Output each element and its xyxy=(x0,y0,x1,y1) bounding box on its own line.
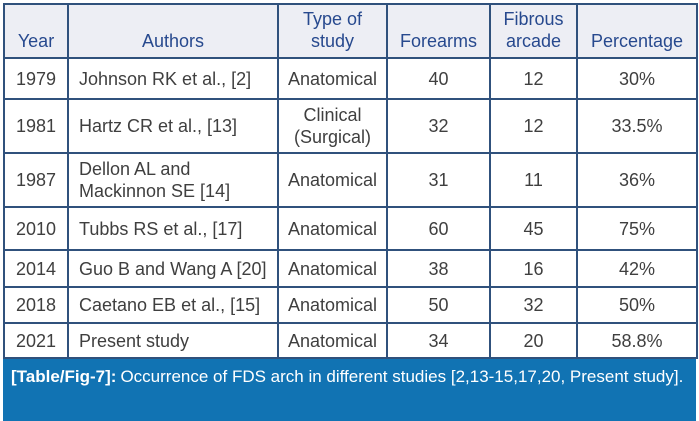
cell-type-of-study: Anatomical xyxy=(277,322,388,359)
cell-fibrous-arcade: 45 xyxy=(489,206,578,251)
table-row: 2010 Tubbs RS et al., [17] Anatomical 60… xyxy=(3,206,698,251)
table-row: 2014 Guo B and Wang A [20] Anatomical 38… xyxy=(3,249,698,288)
cell-fibrous-arcade: 11 xyxy=(489,152,578,208)
cell-type-of-study: Clinical (Surgical) xyxy=(277,98,388,154)
cell-year: 2018 xyxy=(3,286,69,324)
cell-type-of-study: Anatomical xyxy=(277,286,388,324)
cell-forearms: 34 xyxy=(386,322,491,359)
cell-forearms: 38 xyxy=(386,249,491,288)
caption-label: [Table/Fig-7]: xyxy=(11,367,117,386)
cell-fibrous-arcade: 32 xyxy=(489,286,578,324)
cell-type-of-study: Anatomical xyxy=(277,152,388,208)
cell-year: 2014 xyxy=(3,249,69,288)
cell-authors: Guo B and Wang A [20] xyxy=(67,249,279,288)
cell-fibrous-arcade: 20 xyxy=(489,322,578,359)
col-header-year: Year xyxy=(3,3,69,59)
cell-percentage: 42% xyxy=(576,249,698,288)
cell-fibrous-arcade: 16 xyxy=(489,249,578,288)
col-header-authors: Authors xyxy=(67,3,279,59)
cell-forearms: 50 xyxy=(386,286,491,324)
cell-authors: Caetano EB et al., [15] xyxy=(67,286,279,324)
col-header-type-of-study: Type of study xyxy=(277,3,388,59)
table-row: 1987 Dellon AL and Mackinnon SE [14] Ana… xyxy=(3,152,698,208)
caption-text: Occurrence of FDS arch in different stud… xyxy=(120,367,684,386)
cell-authors: Dellon AL and Mackinnon SE [14] xyxy=(67,152,279,208)
cell-fibrous-arcade: 12 xyxy=(489,98,578,154)
cell-year: 1979 xyxy=(3,57,69,100)
cell-authors: Present study xyxy=(67,322,279,359)
cell-authors: Johnson RK et al., [2] xyxy=(67,57,279,100)
cell-fibrous-arcade: 12 xyxy=(489,57,578,100)
col-header-forearms: Forearms xyxy=(386,3,491,59)
cell-percentage: 36% xyxy=(576,152,698,208)
table-row: 1979 Johnson RK et al., [2] Anatomical 4… xyxy=(3,57,698,100)
cell-authors: Tubbs RS et al., [17] xyxy=(67,206,279,251)
cell-type-of-study: Anatomical xyxy=(277,57,388,100)
cell-percentage: 50% xyxy=(576,286,698,324)
cell-year: 1981 xyxy=(3,98,69,154)
header-row: Year Authors Type of study Forearms Fibr… xyxy=(3,3,698,59)
figure-caption: [Table/Fig-7]: Occurrence of FDS arch in … xyxy=(3,359,696,421)
studies-table: Year Authors Type of study Forearms Fibr… xyxy=(3,3,698,359)
cell-percentage: 75% xyxy=(576,206,698,251)
col-header-percentage: Percentage xyxy=(576,3,698,59)
table-row: 2021 Present study Anatomical 34 20 58.8… xyxy=(3,322,698,359)
table-row: 2018 Caetano EB et al., [15] Anatomical … xyxy=(3,286,698,324)
cell-type-of-study: Anatomical xyxy=(277,206,388,251)
cell-percentage: 58.8% xyxy=(576,322,698,359)
cell-forearms: 32 xyxy=(386,98,491,154)
cell-percentage: 30% xyxy=(576,57,698,100)
cell-year: 2010 xyxy=(3,206,69,251)
table-row: 1981 Hartz CR et al., [13] Clinical (Sur… xyxy=(3,98,698,154)
col-header-fibrous-arcade: Fibrous arcade xyxy=(489,3,578,59)
cell-forearms: 40 xyxy=(386,57,491,100)
cell-year: 2021 xyxy=(3,322,69,359)
cell-forearms: 31 xyxy=(386,152,491,208)
cell-type-of-study: Anatomical xyxy=(277,249,388,288)
cell-authors: Hartz CR et al., [13] xyxy=(67,98,279,154)
cell-forearms: 60 xyxy=(386,206,491,251)
cell-percentage: 33.5% xyxy=(576,98,698,154)
cell-year: 1987 xyxy=(3,152,69,208)
